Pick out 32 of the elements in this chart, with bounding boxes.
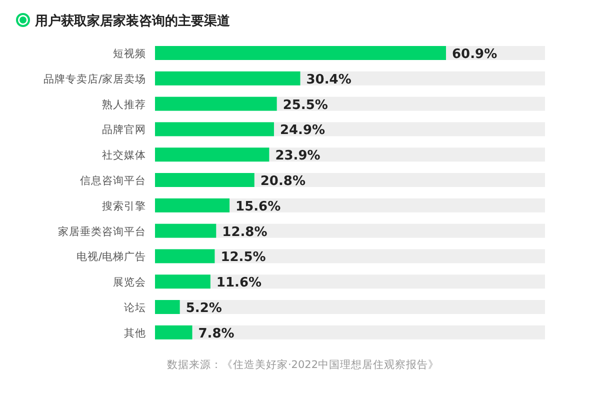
y-tick-label: 社交媒体	[102, 148, 146, 162]
data-label: 5.2%	[186, 301, 222, 316]
y-tick-label: 其他	[124, 326, 146, 340]
y-tick-label: 电视/电梯广告	[76, 250, 146, 264]
bar	[155, 325, 192, 340]
chart-title: 用户获取家居家装咨询的主要渠道	[34, 13, 231, 29]
source-note: 数据来源：《住造美好家·2022中国理想居住观察报告》	[166, 358, 440, 371]
data-label: 24.9%	[280, 123, 326, 138]
bar	[155, 249, 215, 264]
data-label: 60.9%	[452, 47, 498, 62]
data-label: 25.5%	[282, 98, 328, 113]
y-tick-label: 信息咨询平台	[80, 174, 146, 187]
data-label: 23.9%	[275, 148, 320, 164]
bar	[155, 224, 216, 238]
y-tick-label: 论坛	[124, 302, 146, 314]
data-label: 11.6%	[216, 276, 262, 291]
data-label: 30.4%	[306, 72, 352, 88]
y-tick-label: 短视频	[113, 47, 146, 60]
data-label: 15.6%	[236, 199, 281, 214]
y-tick-label: 搜索引擎	[102, 199, 146, 212]
y-tick-label: 展览会	[113, 276, 146, 289]
bar	[155, 198, 230, 212]
data-label: 7.8%	[198, 326, 234, 342]
y-tick-label: 品牌专卖店/家居卖场	[43, 72, 146, 86]
y-tick-label: 品牌官网	[102, 123, 146, 136]
y-tick-label: 家居垂类咨询平台	[58, 224, 146, 238]
bar	[155, 274, 210, 289]
bar	[155, 300, 180, 314]
data-label: 20.8%	[260, 174, 306, 189]
data-label: 12.8%	[222, 224, 268, 240]
data-label: 12.5%	[220, 250, 266, 266]
y-tick-label: 熟人推荐	[102, 98, 146, 111]
